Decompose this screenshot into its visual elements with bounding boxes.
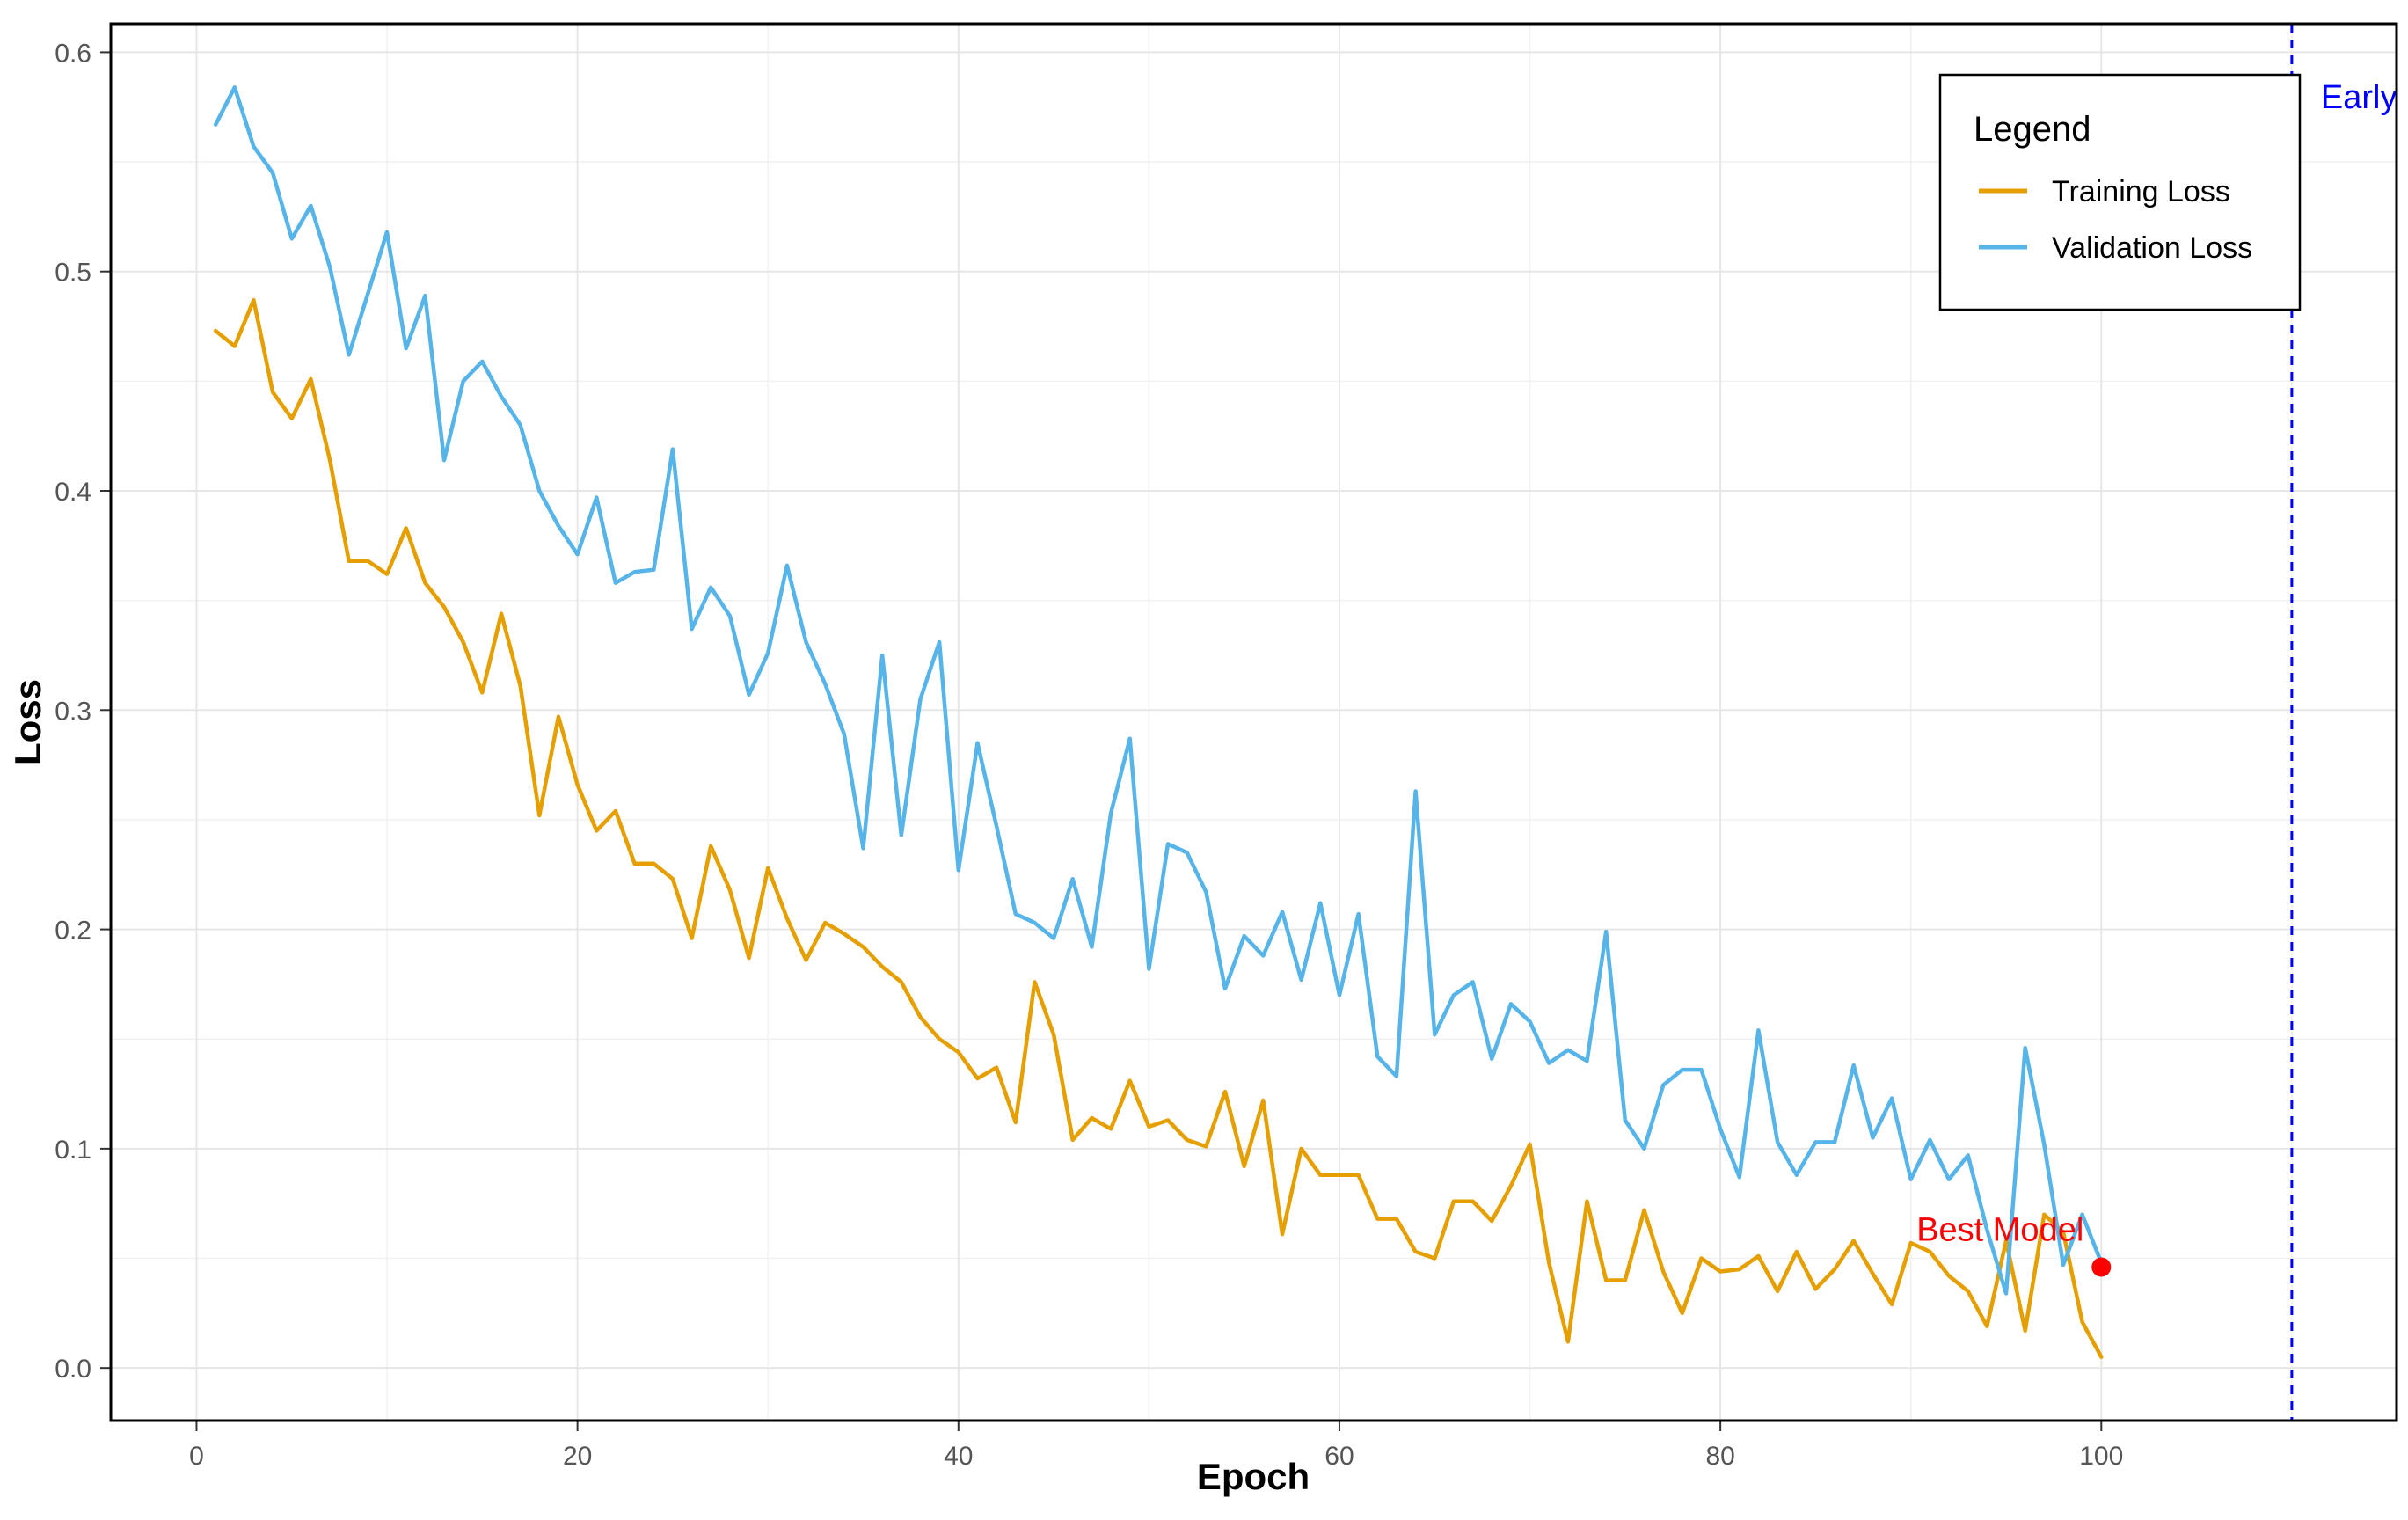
x-axis-title: Epoch [1197,1456,1310,1497]
x-tick-label: 20 [563,1442,592,1471]
y-tick-label: 0.1 [55,1136,91,1165]
legend-label-training-loss: Training Loss [2052,175,2230,208]
best-model-label: Best Model [1916,1211,2083,1248]
legend-label-validation-loss: Validation Loss [2052,231,2252,265]
early-stopping-label: Early [2321,79,2397,116]
annotation-layer: Best Model Early [1916,24,2397,1421]
x-tick-label: 80 [1705,1442,1734,1471]
y-axis-title: Loss [7,679,48,765]
y-tick-label: 0.5 [55,259,91,288]
series-layer [213,85,2104,1359]
y-tick-label: 0.6 [55,39,91,68]
series-line-training-loss [213,297,2104,1359]
x-tick-label: 40 [944,1442,973,1471]
x-tick-label: 100 [2079,1442,2123,1471]
y-axis-ticks: 0.0 0.1 0.2 0.3 0.4 0.5 0.6 [55,39,111,1384]
plot-area-frame [109,22,2398,1422]
x-tick-label: 60 [1324,1442,1354,1471]
series-line-validation-loss [213,85,2104,1296]
x-axis-ticks: 0 20 40 60 80 100 [189,1421,2123,1471]
legend: Legend Training Loss Validation Loss [1938,73,2302,311]
y-tick-label: 0.2 [55,917,91,946]
y-tick-label: 0.0 [55,1355,91,1384]
best-model-marker [2091,1257,2112,1277]
legend-title: Legend [1974,110,2091,149]
y-tick-label: 0.3 [55,697,91,726]
y-tick-label: 0.4 [55,478,91,507]
x-tick-label: 0 [189,1442,204,1471]
